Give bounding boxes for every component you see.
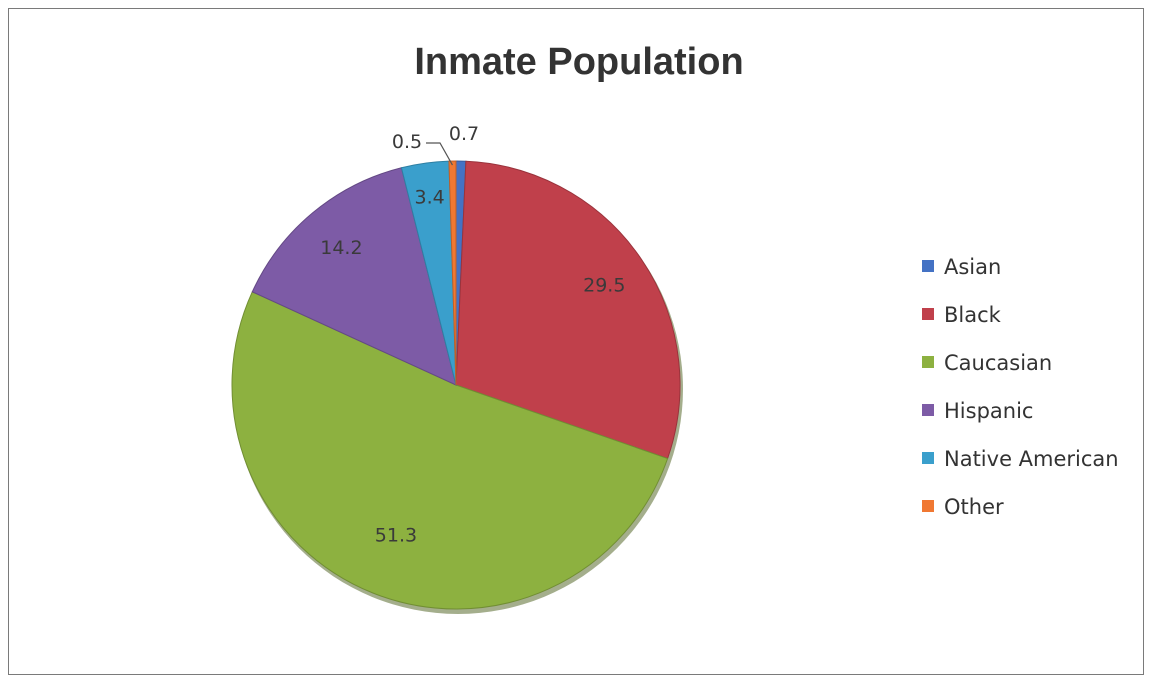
legend-label-native-american: Native American (944, 447, 1119, 471)
legend-label-other: Other (944, 495, 1004, 519)
data-label-other: 0.5 (392, 131, 422, 153)
data-label-black: 29.5 (583, 274, 625, 296)
pie-slice-caucasian (231, 291, 669, 610)
chart-title: Inmate Population (414, 41, 743, 83)
legend-label-hispanic: Hispanic (944, 399, 1033, 423)
legend-swatch-native-american (922, 452, 934, 464)
pie-slices (231, 160, 681, 610)
legend-swatch-asian (922, 260, 934, 272)
legend-swatch-other (922, 500, 934, 512)
data-labels: 0.7 29.5 51.3 14.2 3.4 0.5 (320, 123, 625, 547)
data-label-hispanic: 14.2 (320, 237, 362, 259)
pie-slice-other (448, 160, 457, 386)
leader-line-other (426, 142, 453, 166)
legend-swatch-black (922, 308, 934, 320)
pie-slice-black (455, 160, 681, 460)
legend-label-black: Black (944, 303, 1002, 327)
legend-swatch-caucasian (922, 356, 934, 368)
data-label-native-american: 3.4 (415, 186, 445, 208)
legend-label-asian: Asian (944, 255, 1001, 279)
data-label-caucasian: 51.3 (375, 525, 417, 547)
data-label-asian: 0.7 (449, 123, 479, 145)
legend-label-caucasian: Caucasian (944, 351, 1052, 375)
pie-slice-hispanic (251, 167, 457, 386)
legend-swatch-hispanic (922, 404, 934, 416)
legend: Asian Black Caucasian Hispanic Native Americ… (922, 255, 1119, 519)
